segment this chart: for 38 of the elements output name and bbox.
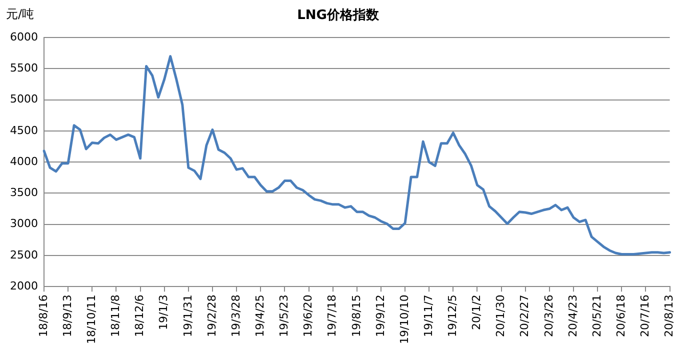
x-tick-label: 20/1/30 bbox=[494, 294, 508, 338]
x-tick-label: 19/1/3 bbox=[157, 294, 170, 330]
y-tick-label: 5500 bbox=[10, 62, 38, 75]
x-tick-label: 19/10/10 bbox=[398, 294, 411, 344]
x-tick-label: 18/12/6 bbox=[133, 294, 146, 338]
x-tick-label: 20/7/16 bbox=[638, 294, 652, 338]
x-tick-label: 19/11/7 bbox=[422, 294, 435, 338]
x-tick-label: 19/8/15 bbox=[350, 294, 363, 338]
x-tick-label: 20/5/21 bbox=[590, 294, 604, 338]
x-tick-label: 20/2/27 bbox=[518, 294, 532, 338]
x-tick-label: 19/7/18 bbox=[326, 294, 339, 338]
x-tick-label: 18/9/13 bbox=[60, 294, 74, 338]
x-tick-label: 19/5/23 bbox=[278, 294, 291, 338]
x-tick-label: 19/6/20 bbox=[302, 294, 315, 338]
y-tick-label: 4500 bbox=[10, 124, 38, 137]
chart-title: LNG价格指数 bbox=[297, 8, 380, 24]
x-tick-label: 20/6/18 bbox=[614, 294, 628, 338]
x-tick-label: 20/1/2 bbox=[470, 294, 484, 330]
x-tick-label: 18/11/8 bbox=[109, 294, 122, 338]
x-tick-label: 18/10/11 bbox=[84, 294, 98, 344]
x-tick-label: 19/12/5 bbox=[446, 294, 460, 338]
y-tick-label: 4000 bbox=[10, 154, 38, 168]
x-tick-label: 20/8/13 bbox=[662, 294, 676, 338]
y-tick-label: 3000 bbox=[10, 217, 38, 230]
x-tick-label: 19/3/28 bbox=[229, 294, 242, 338]
x-tick-label: 19/9/12 bbox=[374, 294, 387, 338]
y-axis-title: 元/吨 bbox=[6, 6, 34, 23]
x-tick-label: 19/2/28 bbox=[205, 294, 218, 338]
y-tick-label: 2000 bbox=[10, 279, 38, 292]
x-tick-label: 20/4/23 bbox=[566, 294, 580, 338]
x-tick-label: 18/8/16 bbox=[36, 294, 50, 338]
y-tick-label: 5000 bbox=[10, 92, 38, 106]
y-tick-label: 6000 bbox=[10, 30, 38, 44]
y-tick-label: 3500 bbox=[10, 186, 38, 200]
x-tick-label: 19/4/25 bbox=[253, 294, 266, 338]
x-tick-label: 20/3/26 bbox=[542, 294, 556, 338]
y-tick-label: 2500 bbox=[10, 248, 38, 262]
x-tick-label: 19/1/31 bbox=[181, 294, 194, 338]
